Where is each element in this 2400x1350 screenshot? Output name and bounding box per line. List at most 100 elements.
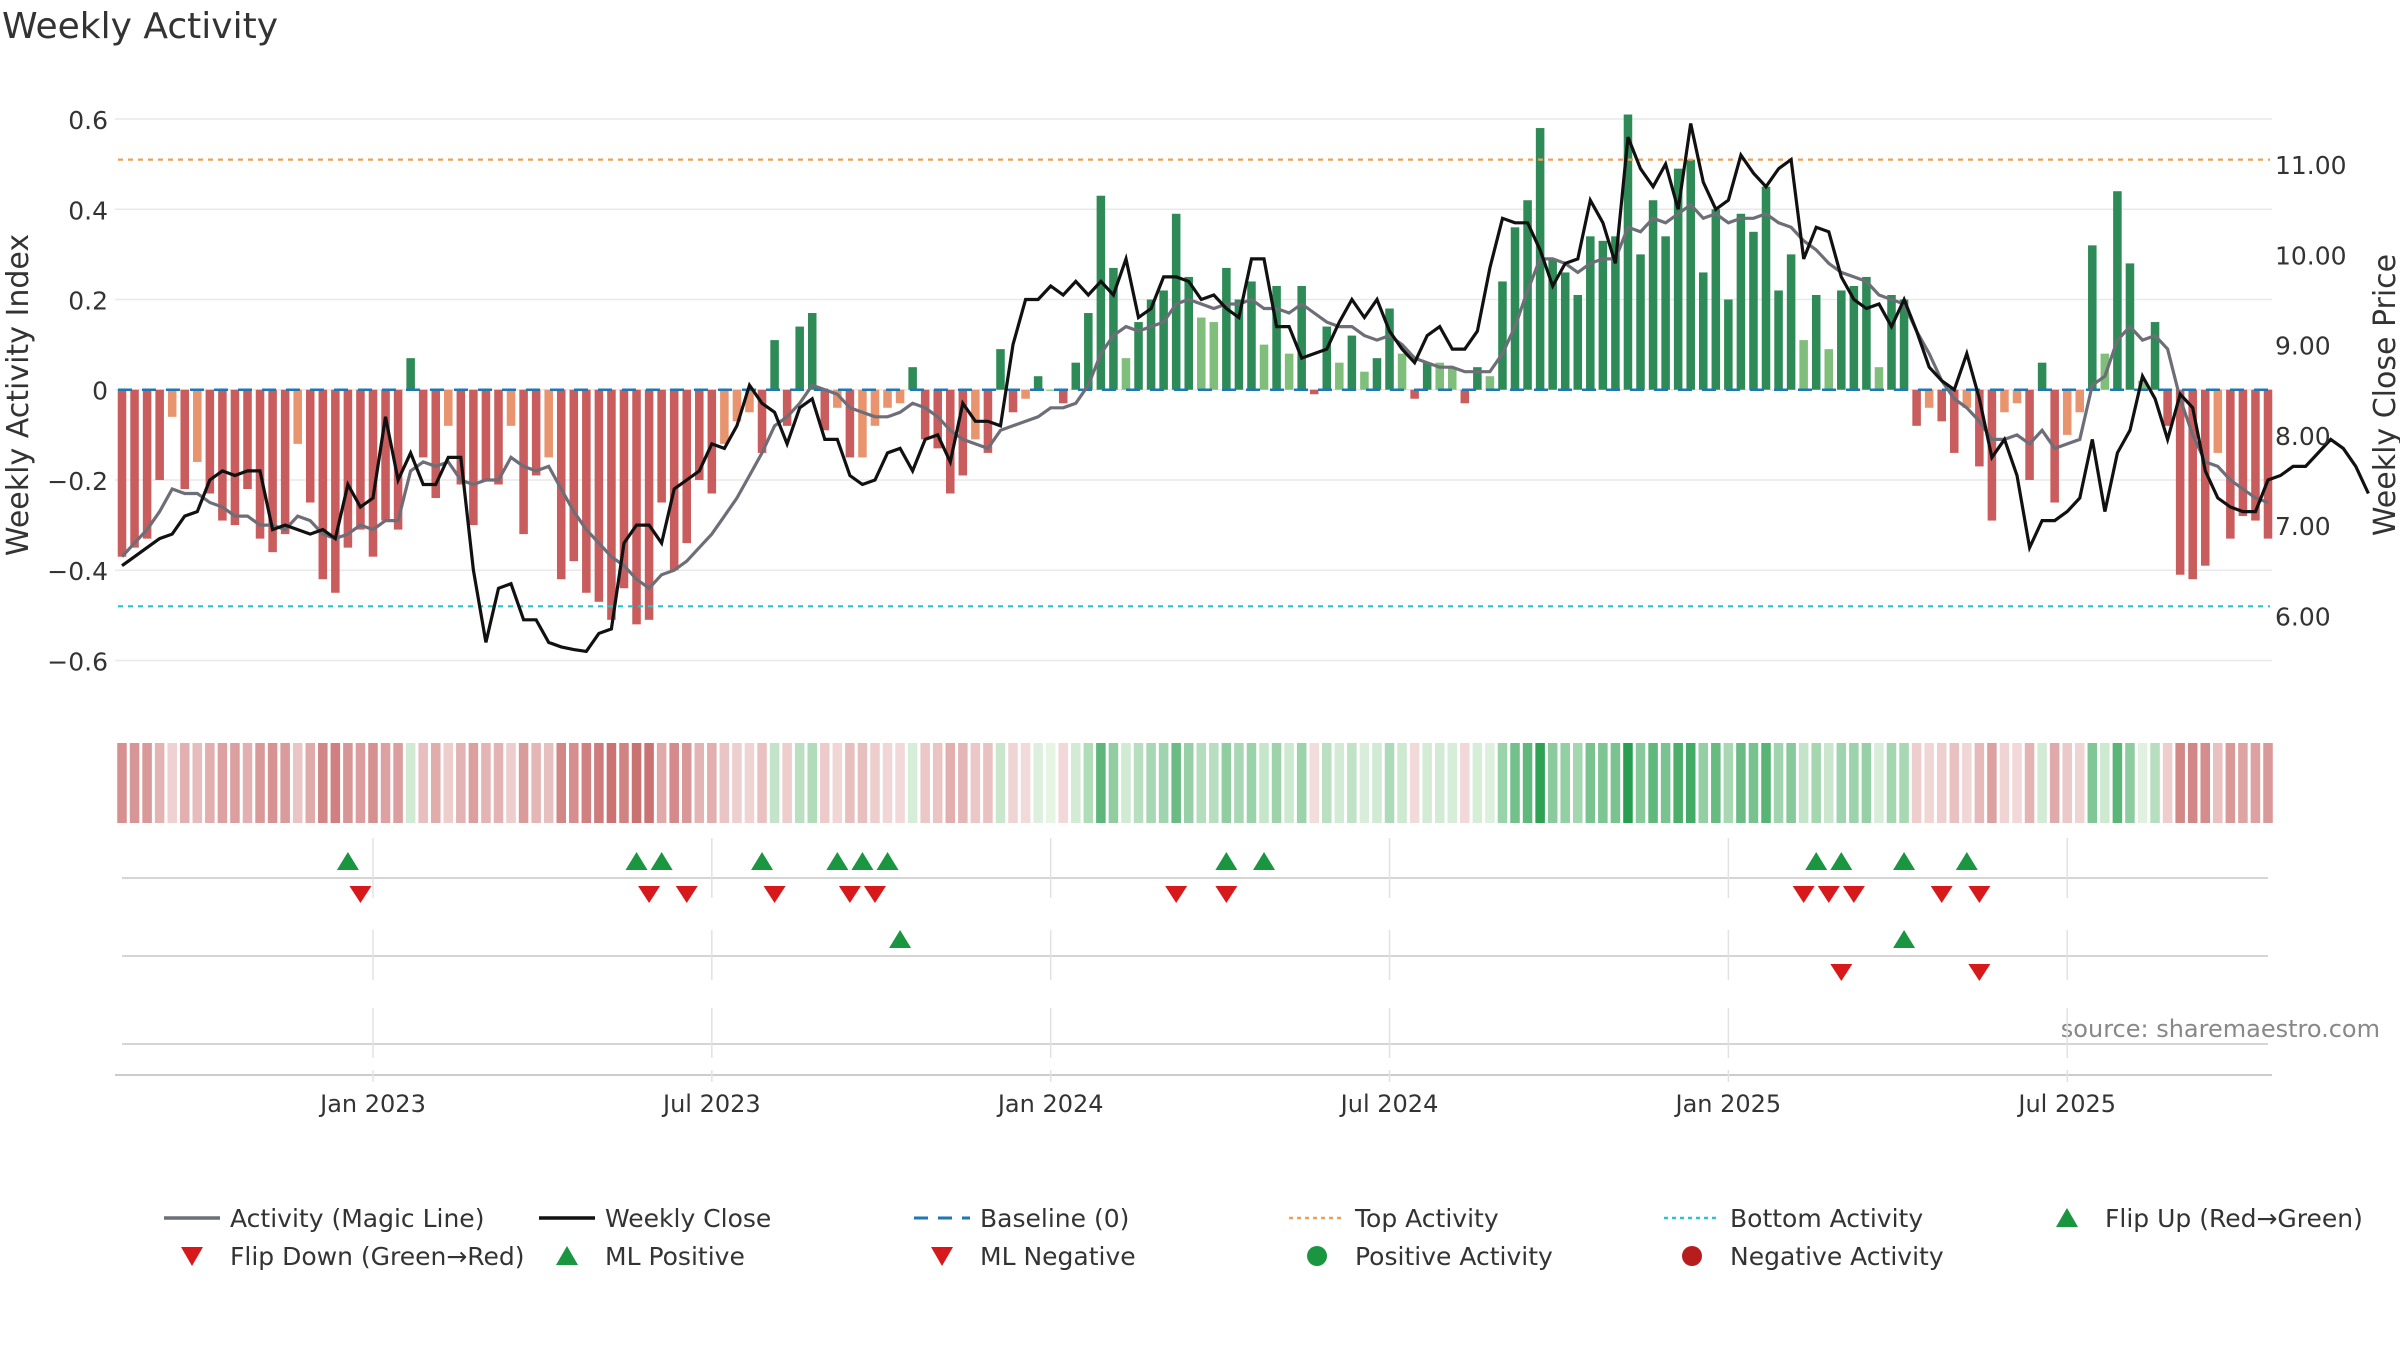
heat-cell [769, 743, 780, 823]
heat-cell [1083, 743, 1094, 823]
heat-cell [531, 743, 541, 823]
activity-bar [870, 389, 880, 426]
activity-bar [1799, 340, 1808, 390]
legend-symbol-svg [164, 1216, 220, 1220]
activity-bar [2138, 380, 2147, 390]
heat-cell [569, 743, 579, 823]
heat-cell [594, 743, 604, 823]
legend-label: Baseline (0) [980, 1203, 1130, 1233]
flip-down-marker [675, 886, 698, 903]
legend-item: Weekly Close [535, 1200, 771, 1236]
activity-bar [1021, 389, 1030, 399]
heat-cell [983, 743, 993, 823]
heat-cell [2150, 743, 2160, 823]
activity-bar [1673, 168, 1683, 390]
legend-symbol [535, 1203, 599, 1233]
heat-cell [217, 743, 228, 823]
heat-cell [481, 743, 491, 823]
heat-cell [468, 743, 479, 823]
x-tick-label: Jul 2023 [661, 1090, 761, 1118]
activity-bar [1448, 367, 1457, 390]
y2-tick-label: 9.00 [2275, 332, 2331, 361]
legend-symbol [910, 1203, 974, 1233]
activity-bar [594, 389, 604, 602]
heat-cell [1999, 743, 2010, 823]
heat-cell [1547, 743, 1558, 823]
y-tick-label: −0.6 [47, 647, 108, 676]
legend-label: Negative Activity [1730, 1241, 1944, 1271]
heat-cell [192, 743, 203, 823]
legend-item: ML Negative [910, 1238, 1136, 1274]
flip-down-marker [1817, 886, 1840, 903]
heat-cell [744, 743, 755, 823]
activity-bar [858, 389, 867, 458]
heat-cell [518, 743, 529, 823]
activity-bar [1184, 276, 1193, 390]
heat-cell [443, 743, 454, 823]
y2-tick-label: 8.00 [2275, 422, 2331, 451]
activity-bar [1586, 236, 1595, 390]
legend-item: Top Activity [1285, 1200, 1499, 1236]
activity-bar [619, 389, 629, 589]
activity-bar [644, 389, 654, 620]
flip-up-marker [876, 852, 899, 870]
activity-bar [720, 389, 729, 444]
flip-up-marker [650, 852, 673, 870]
activity-bar [1410, 389, 1419, 399]
heat-cell [945, 743, 956, 823]
heat-cell [1096, 743, 1106, 823]
activity-bar [167, 389, 177, 417]
activity-bar [431, 389, 441, 499]
heat-cell [405, 743, 416, 823]
activity-bar [205, 389, 215, 494]
activity-bar [1159, 290, 1168, 390]
heat-cell [1409, 743, 1420, 823]
heat-cell [1497, 743, 1508, 823]
y2-tick-label: 6.00 [2275, 602, 2331, 631]
heat-cell [1849, 743, 1859, 823]
activity-bar [1774, 290, 1783, 390]
x-tick-label: Jan 2023 [318, 1090, 426, 1118]
heat-cell [2200, 743, 2211, 823]
activity-bar [996, 349, 1005, 390]
ml-positive-marker [889, 930, 912, 948]
heat-cell [2062, 743, 2072, 823]
heat-cell [1899, 743, 1909, 823]
flip-up-marker [1893, 852, 1916, 870]
activity-bar [1611, 236, 1620, 390]
activity-bar [657, 389, 666, 503]
heat-cell [820, 743, 830, 823]
heat-cell [1673, 743, 1683, 823]
activity-bar [1498, 281, 1507, 390]
axes: −0.6 −0.4 −0.2 0 0.2 0.4 0.6 6.00 7.00 8.00 9.00 10… [47, 106, 2346, 1118]
heat-cell [707, 743, 717, 823]
activity-bar [1322, 326, 1332, 390]
legend-symbol [1660, 1203, 1724, 1233]
heat-cell [1384, 743, 1395, 823]
activity-bar [1724, 299, 1733, 390]
heat-cell [1748, 743, 1759, 823]
series-lines [120, 123, 2370, 654]
flip-down-marker [1842, 886, 1865, 903]
activity-bar [343, 389, 353, 548]
legend-symbol [2035, 1203, 2099, 1233]
source-note: source: sharemaestro.com [2060, 1015, 2380, 1043]
activity-bar [531, 389, 541, 476]
y2-tick-label: 7.00 [2275, 512, 2331, 541]
heat-cell [1372, 743, 1382, 823]
activity-bar [255, 389, 265, 539]
heat-cell [2100, 743, 2110, 823]
heat-cell [1033, 743, 1043, 823]
flip-down-marker [763, 886, 786, 903]
activity-bar [180, 389, 190, 489]
activity-bars [117, 114, 2273, 625]
heat-cell [581, 743, 592, 823]
heat-cell [1660, 743, 1671, 823]
heat-cell [1949, 743, 1960, 823]
weekly-close-line [121, 123, 2370, 654]
activity-bar [1121, 358, 1131, 390]
heat-cell [1133, 743, 1144, 823]
activity-bar [1862, 276, 1871, 390]
activity-bar [669, 389, 679, 571]
activity-bar [1937, 389, 1946, 422]
